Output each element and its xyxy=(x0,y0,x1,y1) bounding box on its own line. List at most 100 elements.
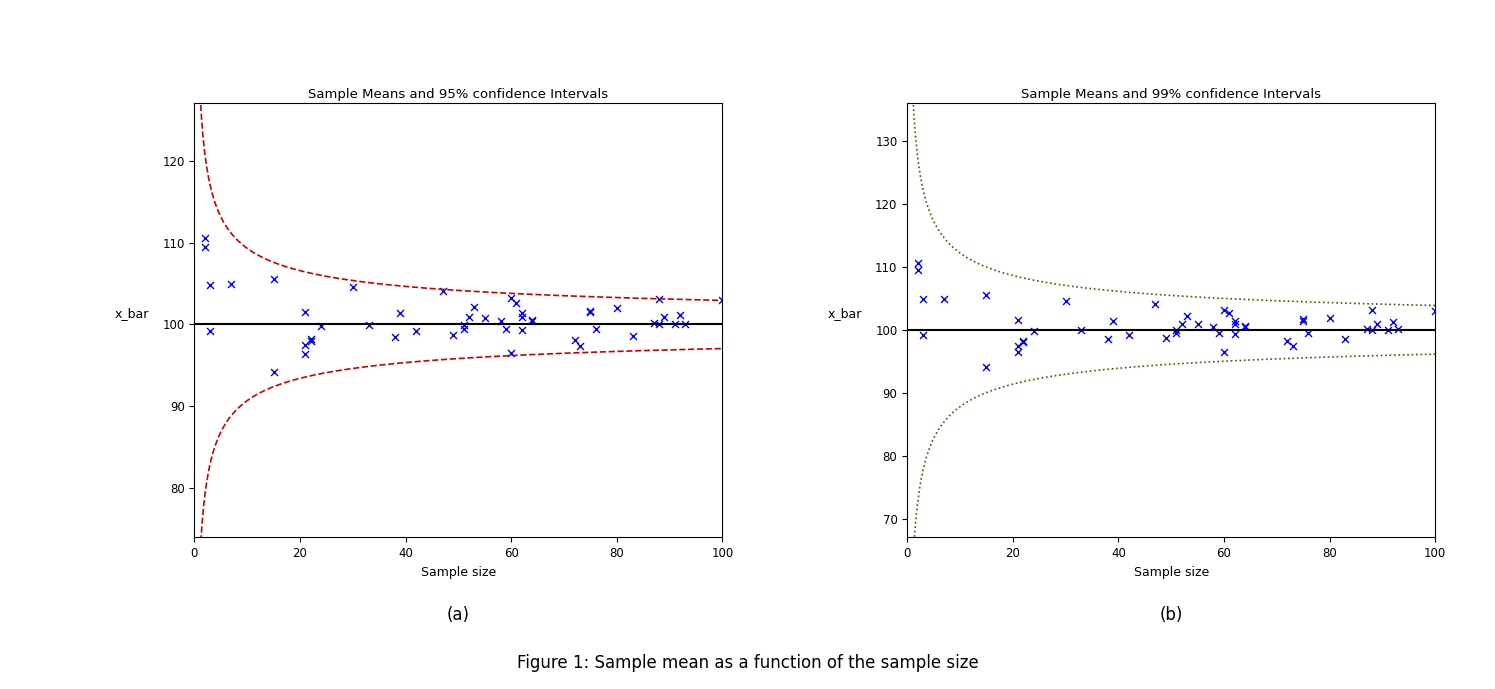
Point xyxy=(1292,315,1316,326)
Point xyxy=(1317,312,1341,323)
Point xyxy=(262,367,286,378)
Point xyxy=(906,265,930,276)
Point xyxy=(583,324,607,335)
Point xyxy=(1102,316,1126,327)
Point xyxy=(510,308,534,319)
Point xyxy=(910,329,934,340)
Text: Figure 1: Sample mean as a function of the sample size: Figure 1: Sample mean as a function of t… xyxy=(517,655,978,672)
Point xyxy=(451,323,475,334)
Point xyxy=(510,311,534,322)
Point xyxy=(1360,305,1384,316)
Point xyxy=(579,305,602,316)
Point xyxy=(1006,340,1030,351)
Point xyxy=(906,258,930,269)
Point xyxy=(647,293,671,304)
Point xyxy=(520,314,544,325)
Point xyxy=(299,333,323,344)
Point xyxy=(1275,336,1299,347)
Point xyxy=(1212,305,1236,316)
Point xyxy=(1096,333,1120,344)
Point xyxy=(605,303,629,314)
Point xyxy=(1006,315,1030,326)
Point xyxy=(504,297,528,308)
Point xyxy=(1006,347,1030,358)
Point xyxy=(293,340,317,351)
Y-axis label: x_bar: x_bar xyxy=(827,307,861,320)
Point xyxy=(710,295,734,306)
Point xyxy=(1360,325,1384,336)
Point xyxy=(662,319,686,330)
Point xyxy=(933,294,957,305)
Point xyxy=(1012,337,1036,348)
Point xyxy=(1334,333,1357,344)
Point xyxy=(975,289,999,300)
Point xyxy=(1117,329,1141,340)
Point xyxy=(1296,328,1320,339)
Point xyxy=(1223,318,1247,329)
Point xyxy=(383,331,407,342)
Point xyxy=(220,279,244,290)
Point xyxy=(673,318,697,329)
Point xyxy=(647,319,671,330)
Point xyxy=(1354,323,1378,334)
Point xyxy=(299,335,323,346)
Point xyxy=(404,325,428,336)
Point xyxy=(499,347,523,358)
Point xyxy=(462,301,486,312)
Point xyxy=(568,340,592,351)
Point xyxy=(357,319,381,330)
Point xyxy=(620,331,644,342)
Point xyxy=(1165,328,1189,339)
Point xyxy=(1054,295,1078,306)
Point xyxy=(493,324,517,335)
Point xyxy=(1186,319,1209,330)
Point xyxy=(193,233,217,244)
Point xyxy=(193,241,217,252)
Point xyxy=(451,319,475,330)
Point xyxy=(1144,298,1168,309)
Title: Sample Means and 95% confidence Intervals: Sample Means and 95% confidence Interval… xyxy=(308,88,608,101)
Point xyxy=(1165,325,1189,336)
Point xyxy=(199,279,223,290)
Point xyxy=(1386,324,1410,335)
X-axis label: Sample size: Sample size xyxy=(1133,566,1209,579)
Point xyxy=(262,274,286,285)
Point xyxy=(341,281,365,292)
Point xyxy=(1012,336,1036,347)
Point xyxy=(1381,317,1405,328)
Point xyxy=(1175,311,1199,322)
Point xyxy=(520,316,544,327)
Point xyxy=(293,348,317,359)
Point xyxy=(199,325,223,336)
Point xyxy=(562,334,586,345)
Point xyxy=(1023,326,1046,337)
Point xyxy=(1423,306,1447,317)
Point xyxy=(1233,321,1257,332)
Text: (a): (a) xyxy=(447,606,469,624)
Y-axis label: x_bar: x_bar xyxy=(115,307,150,320)
Point xyxy=(1217,307,1241,318)
X-axis label: Sample size: Sample size xyxy=(420,566,496,579)
Point xyxy=(489,316,513,327)
Point xyxy=(389,308,413,319)
Text: (b): (b) xyxy=(1160,606,1183,624)
Point xyxy=(910,294,934,305)
Point xyxy=(1233,322,1257,333)
Point xyxy=(1169,318,1193,329)
Point xyxy=(1206,328,1230,339)
Point xyxy=(1292,313,1316,325)
Point xyxy=(293,307,317,318)
Point xyxy=(975,361,999,372)
Point xyxy=(441,329,465,340)
Point xyxy=(1281,341,1305,352)
Point xyxy=(499,293,523,304)
Point xyxy=(1154,332,1178,343)
Point xyxy=(641,318,665,329)
Point xyxy=(1202,322,1226,333)
Point xyxy=(472,312,496,323)
Point xyxy=(1069,325,1093,336)
Point xyxy=(1223,329,1247,340)
Point xyxy=(1365,318,1389,329)
Point xyxy=(579,307,602,318)
Point xyxy=(668,309,692,320)
